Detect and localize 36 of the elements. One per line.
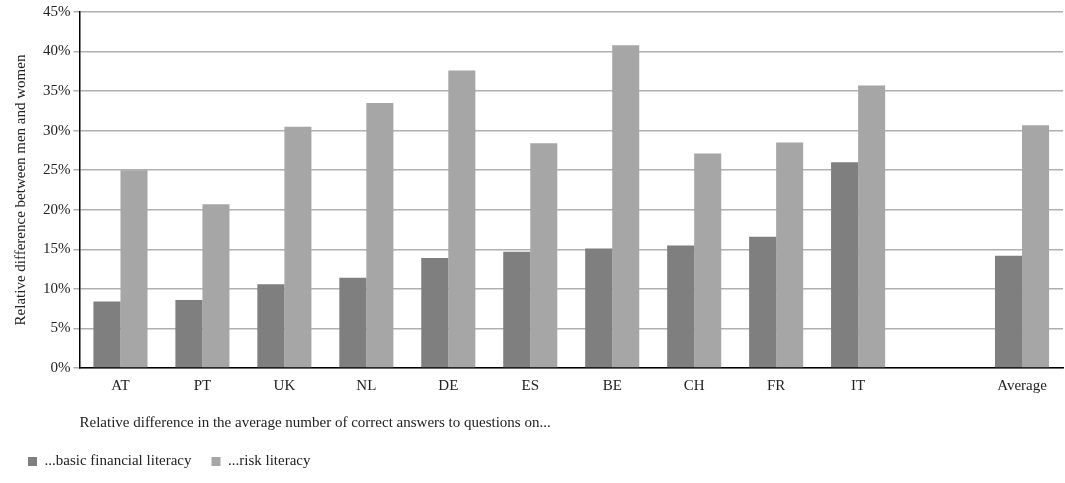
bar [257,284,285,368]
y-tick-label: 10% [43,279,71,296]
y-tick-label: 15% [43,240,71,257]
x-tick-label: PT [193,376,212,393]
x-tick-label: AT [111,376,130,393]
y-tick-label: 0% [50,358,71,375]
y-tick-label: 25% [43,161,71,178]
bar [175,299,203,368]
bar [667,245,695,368]
bar [339,277,367,368]
bar [93,301,121,368]
y-tick-label: 30% [43,121,71,138]
y-tick-label: 40% [43,42,71,59]
legend-label: ...risk literacy [228,452,311,469]
bar [994,255,1023,368]
x-tick-label: BE [602,376,622,393]
x-tick-label: NL [356,376,377,393]
x-axis-title: Relative difference in the average number of correct answers to questions on... [79,413,551,430]
y-tick-label: 45% [43,2,71,19]
x-tick-label: UK [273,376,296,393]
x-tick-label: FR [766,376,786,393]
y-tick-label: 5% [50,319,71,336]
y-axis-title: Relative difference between men and women [11,54,28,326]
bar [831,162,859,368]
legend-label: ...basic financial literacy [44,452,193,469]
bar [421,258,449,368]
bar [503,251,531,368]
y-tick-label: 35% [43,82,71,99]
x-tick-label: IT [851,376,866,393]
x-tick-label: CH [683,376,705,393]
x-tick-label: DE [438,376,459,393]
bar [585,248,613,368]
x-tick-label: Average [997,376,1048,393]
x-tick-label: ES [521,376,540,393]
y-tick-label: 20% [43,200,71,217]
bar [749,236,777,368]
